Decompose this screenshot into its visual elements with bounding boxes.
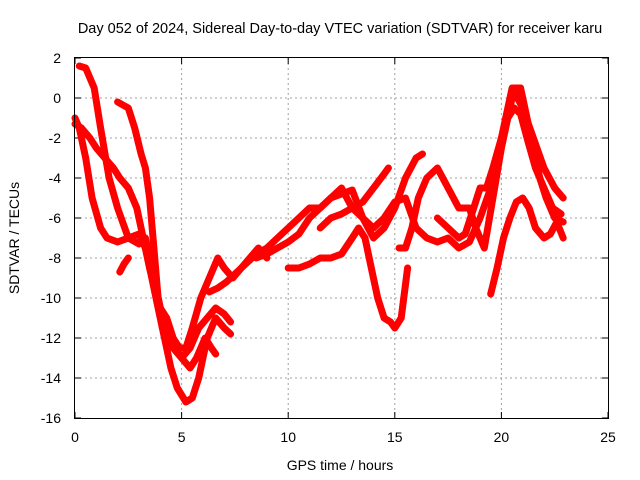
series-trace-11 <box>433 104 565 242</box>
series-trace-8 <box>284 224 412 332</box>
x-tick-label: 10 <box>280 429 296 445</box>
y-tick-label: -4 <box>49 170 62 186</box>
x-tick-label: 0 <box>71 429 79 445</box>
y-tick-label: 0 <box>53 90 61 106</box>
plot-frame <box>74 57 609 419</box>
series-trace-12 <box>487 194 567 298</box>
x-tick-label: 25 <box>600 429 616 445</box>
series-layer <box>71 62 567 406</box>
y-axis-label: SDTVAR / TECUs <box>6 182 22 294</box>
x-tick-label: 15 <box>387 429 403 445</box>
x-tick-label: 5 <box>178 429 186 445</box>
y-tick-label: -16 <box>41 410 61 426</box>
series-trace-5 <box>116 254 132 276</box>
y-tick-label: -12 <box>41 330 61 346</box>
series-trace-4 <box>114 98 235 362</box>
chart-title: Day 052 of 2024, Sidereal Day-to-day VTE… <box>78 21 602 37</box>
series-trace-6 <box>205 164 392 296</box>
y-tick-label: -14 <box>41 370 61 386</box>
y-tick-label: 2 <box>53 50 61 66</box>
grid-lines <box>75 58 608 418</box>
series-trace-7 <box>252 150 426 262</box>
y-tick-label: -6 <box>49 210 62 226</box>
x-axis-label: GPS time / hours <box>287 457 394 473</box>
y-tick-label: -8 <box>49 250 62 266</box>
y-tick-label: -10 <box>41 290 61 306</box>
x-tick-label: 20 <box>494 429 510 445</box>
y-tick-label: -2 <box>49 130 62 146</box>
